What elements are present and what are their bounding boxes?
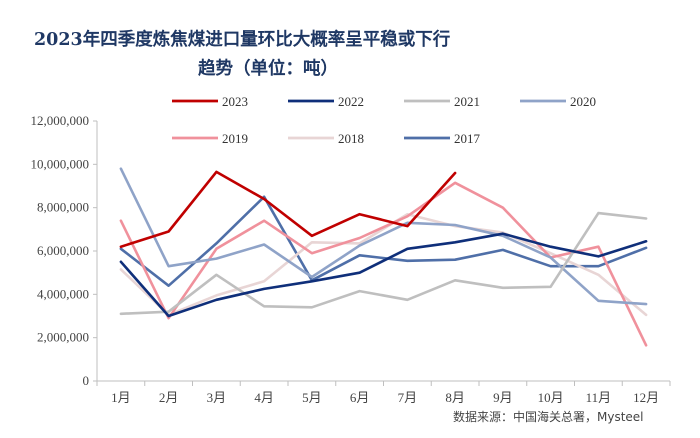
chart-title-line1: 2023年四季度炼焦煤进口量环比大概率呈平稳或下行: [34, 29, 451, 50]
series-line-2018: [119, 212, 648, 317]
x-tick-label: 12月: [633, 390, 659, 405]
legend-label-2023: 2023: [222, 94, 248, 109]
x-tick-label: 11月: [586, 390, 612, 405]
x-tick-label: 4月: [254, 390, 274, 405]
y-tick-label: 6,000,000: [37, 243, 89, 258]
x-tick-label: 9月: [493, 390, 513, 405]
x-tick-label: 6月: [350, 390, 370, 405]
series-line-2019: [119, 181, 648, 347]
y-tick-label: 12,000,000: [31, 113, 90, 128]
series-line-2023: [119, 170, 457, 248]
y-axis: 0 2,000,000 4,000,000 6,000,000 8,000,000 10,…: [31, 113, 98, 388]
x-tick-label: 1月: [111, 390, 131, 405]
chart-title-line2: 趋势（单位：吨）: [198, 58, 338, 79]
y-tick-label: 2,000,000: [37, 330, 89, 345]
series-line-2021: [119, 211, 648, 316]
series-line-2022: [119, 232, 648, 318]
legend-label-2020: 2020: [570, 94, 596, 109]
chart-legend: 2023 2022 2021 2020 2019 2018 2017: [172, 94, 596, 146]
x-tick-label: 8月: [445, 390, 465, 405]
x-tick-label: 10月: [538, 390, 564, 405]
series-line-2020: [119, 167, 648, 306]
legend-label-2018: 2018: [338, 131, 364, 146]
legend-label-2019: 2019: [222, 131, 248, 146]
legend-label-2017: 2017: [454, 131, 481, 146]
data-source-note: 数据来源：中国海关总署，Mysteel: [453, 409, 644, 424]
x-tick-label: 5月: [302, 390, 322, 405]
plot-area: [119, 167, 648, 347]
y-tick-label: 10,000,000: [31, 156, 90, 171]
legend-label-2021: 2021: [454, 94, 480, 109]
x-tick-label: 3月: [207, 390, 227, 405]
x-tick-label: 7月: [398, 390, 418, 405]
y-tick-label: 8,000,000: [37, 200, 89, 215]
legend-label-2022: 2022: [338, 94, 364, 109]
x-tick-label: 2月: [159, 390, 179, 405]
y-tick-label: 4,000,000: [37, 286, 89, 301]
x-axis: 1月 2月 3月 4月 5月 6月 7月 8月 9月 10月 11月 12月: [96, 380, 671, 405]
y-tick-label: 0: [83, 373, 90, 388]
